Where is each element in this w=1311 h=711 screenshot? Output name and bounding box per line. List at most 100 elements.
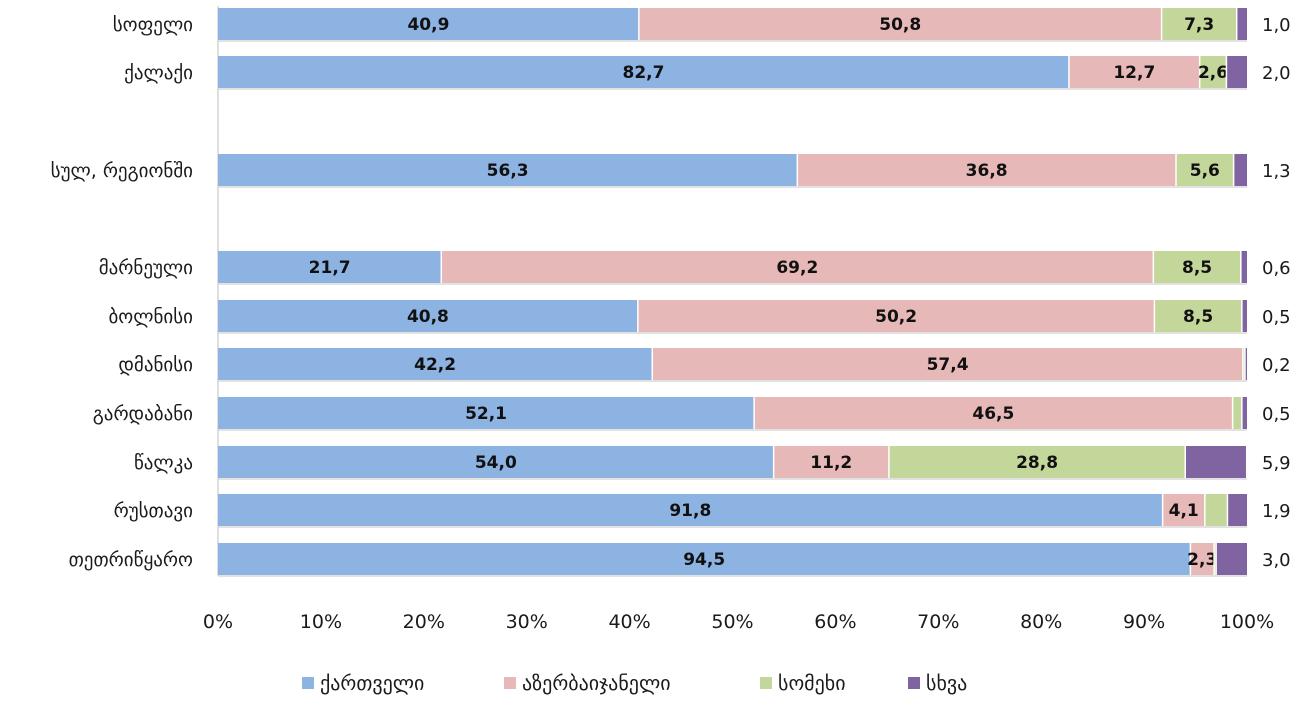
other-value-label: 1,9 (1262, 501, 1291, 522)
bar-segment (1232, 397, 1242, 429)
category-label: დმანისი (118, 354, 193, 376)
bar-segment (1162, 494, 1205, 526)
bar-segment (1216, 543, 1247, 575)
data-label: 2,3 (1187, 550, 1217, 570)
x-tick-label: 60% (814, 611, 856, 633)
legend-item: ქართველი (302, 671, 424, 695)
data-label: 11,2 (810, 453, 852, 473)
x-tick-label: 80% (1020, 611, 1062, 633)
bar-segment (218, 446, 774, 478)
legend-label: სომეხი (778, 671, 846, 695)
x-tick-label: 70% (917, 611, 959, 633)
bar-segment (797, 154, 1176, 186)
bar-segment (218, 8, 639, 40)
data-label: 82,7 (623, 63, 665, 83)
bar-segment (773, 446, 889, 478)
x-tick-label: 50% (711, 611, 753, 633)
data-label: 2,6 (1198, 63, 1228, 83)
data-label: 94,5 (683, 550, 725, 570)
category-label: მარნეული (99, 257, 193, 279)
data-label: 21,7 (309, 258, 351, 278)
category-label: თეთრიწყარო (69, 549, 193, 571)
data-label: 42,2 (414, 355, 456, 375)
bar-segment (1240, 251, 1247, 283)
bar-segment (1241, 300, 1247, 332)
category-label: სოფელი (113, 14, 193, 36)
category-label: ქალაქი (124, 62, 193, 84)
bar-segment (218, 300, 638, 332)
legend-swatch (908, 677, 920, 689)
data-label: 40,9 (407, 15, 449, 35)
data-label: 56,3 (487, 161, 529, 181)
bar-segment (637, 300, 1155, 332)
bar-segment (1236, 8, 1247, 40)
other-value-label: 1,3 (1262, 161, 1291, 182)
x-tick-label: 20% (403, 611, 445, 633)
bar-segment (1175, 154, 1234, 186)
data-label: 28,8 (1016, 453, 1058, 473)
x-tick-label: 10% (300, 611, 342, 633)
legend-swatch (504, 677, 516, 689)
bar-segment (1185, 446, 1246, 478)
data-label: 8,5 (1182, 258, 1212, 278)
bar-segment (652, 348, 1243, 380)
bar-segment (754, 397, 1233, 429)
bar-segment (1161, 8, 1237, 40)
bar-segment (1068, 56, 1200, 88)
bar-segment (218, 348, 653, 380)
legend-swatch (302, 677, 314, 689)
bar-segment (888, 446, 1186, 478)
legend-label: სხვა (926, 671, 967, 695)
bar-segment (218, 397, 755, 429)
other-value-label: 0,2 (1262, 355, 1291, 376)
data-label: 54,0 (475, 453, 517, 473)
legend-label: აზერბაიჯანელი (522, 671, 671, 695)
bar-segment (1153, 251, 1241, 283)
bar-segment (218, 494, 1163, 526)
data-label: 50,8 (879, 15, 921, 35)
data-label: 46,5 (972, 404, 1014, 424)
data-label: 36,8 (966, 161, 1008, 181)
data-label: 8,5 (1183, 307, 1213, 327)
other-value-label: 2,0 (1262, 63, 1291, 84)
other-value-label: 3,0 (1262, 550, 1291, 571)
data-label: 12,7 (1113, 63, 1155, 83)
bar-segment (218, 543, 1191, 575)
data-label: 57,4 (927, 355, 969, 375)
category-label: წალკა (134, 452, 193, 474)
category-label: სულ, რეგიონში (51, 160, 193, 182)
bar-segment (1244, 348, 1247, 380)
data-label: 40,8 (407, 307, 449, 327)
bar-segment (1233, 154, 1247, 186)
data-label: 5,6 (1190, 161, 1220, 181)
category-label: ბოლნისი (108, 306, 193, 328)
legend-label: ქართველი (320, 671, 424, 695)
bar-segment (1227, 494, 1247, 526)
data-label: 7,3 (1184, 15, 1214, 35)
legend-swatch (760, 677, 772, 689)
category-label: რუსთავი (114, 500, 193, 522)
bar-segment (218, 251, 442, 283)
data-label: 69,2 (776, 258, 818, 278)
bar-segment (1214, 543, 1217, 575)
bar-segment (218, 154, 798, 186)
bar-segment (1226, 56, 1247, 88)
data-label: 50,2 (875, 307, 917, 327)
x-tick-label: 90% (1123, 611, 1165, 633)
x-tick-label: 30% (506, 611, 548, 633)
bar-segment (638, 8, 1162, 40)
x-tick-label: 0% (203, 611, 233, 633)
bar-segment (218, 56, 1069, 88)
legend-item: სომეხი (760, 671, 846, 695)
other-value-label: 0,5 (1262, 307, 1291, 328)
bar-segment (1190, 543, 1215, 575)
other-value-label: 0,5 (1262, 404, 1291, 425)
bar-segment (1241, 397, 1247, 429)
data-label: 91,8 (669, 501, 711, 521)
other-value-label: 1,0 (1262, 15, 1291, 36)
bar-segment (1204, 494, 1228, 526)
other-value-label: 5,9 (1262, 453, 1291, 474)
legend-item: სხვა (908, 671, 967, 695)
